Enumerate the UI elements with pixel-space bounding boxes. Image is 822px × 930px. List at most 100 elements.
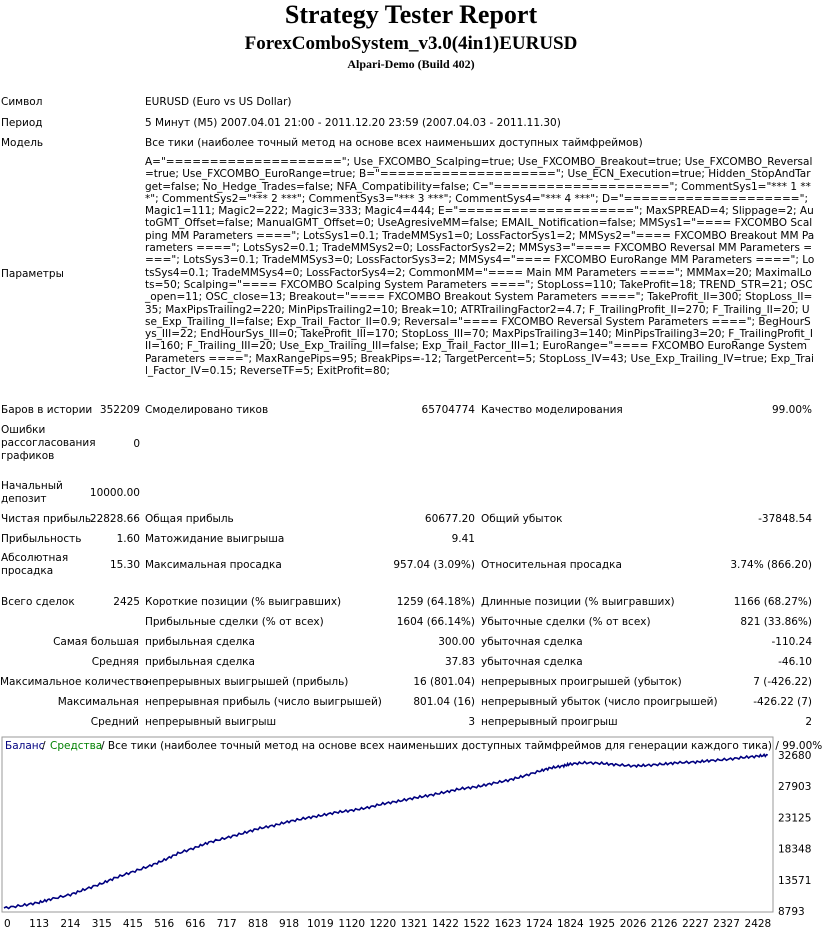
x-tick-label: 214: [60, 918, 80, 930]
reldd-value: 3.74% (866.20): [730, 559, 812, 571]
x-tick-label: 2026: [620, 918, 647, 930]
short-value: 1259 (64.18%): [396, 596, 475, 608]
maxcons-wins-label: непрерывных выигрышей (прибыль): [145, 676, 349, 688]
x-tick-label: 717: [217, 918, 237, 930]
x-tick-label: 1321: [401, 918, 428, 930]
x-tick-label: 2327: [713, 918, 740, 930]
maxcons-losses-label: непрерывных проигрышей (убыток): [481, 676, 682, 688]
x-tick-label: 1522: [463, 918, 490, 930]
quality-value: 99.00%: [771, 404, 812, 416]
bars-value: 352209: [99, 404, 140, 416]
avgcons-wins-value: 3: [468, 716, 475, 728]
short-label: Короткие позиции (% выигравших): [145, 596, 342, 608]
errors-label: Ошибки рассогласования графиков: [1, 424, 96, 462]
legend-description: / Все тики (наиболее точный метод на осн…: [101, 740, 822, 752]
legend-equity: Средства: [50, 740, 102, 752]
profit-trades-value: 1604 (66.14%): [396, 616, 475, 628]
largest-profit-label: прибыльная сделка: [145, 636, 255, 648]
y-tick-label: 8793: [778, 906, 805, 918]
largest-loss-value: -110.24: [771, 636, 812, 648]
maxcons-profit-value: 801.04 (16): [413, 696, 475, 708]
x-tick-label: 2126: [651, 918, 678, 930]
loss-trades-label: Убыточные сделки (% от всех): [481, 616, 651, 628]
long-label: Длинные позиции (% выигравших): [481, 596, 675, 608]
server-name: Alpari-Demo (Build 402): [347, 57, 475, 71]
x-tick-label: 0: [4, 918, 11, 930]
absdd-label: Абсолютная просадка: [1, 552, 69, 577]
legend-balance: Баланс: [5, 740, 45, 752]
expected-value: 9.41: [451, 533, 475, 545]
x-tick-label: 818: [248, 918, 268, 930]
deposit-label: Начальный депозит: [1, 480, 63, 505]
x-tick-label: 1925: [588, 918, 615, 930]
period-value: 5 Минут (M5) 2007.04.01 21:00 - 2011.12.…: [145, 117, 561, 129]
grossloss-value: -37848.54: [758, 513, 812, 525]
netprofit-value: 22828.66: [89, 513, 140, 525]
x-tick-label: 315: [92, 918, 112, 930]
average-profit-value: 37.83: [444, 656, 475, 668]
deposit-value: 10000.00: [89, 487, 140, 499]
params-label: Параметры: [1, 268, 64, 280]
params-value: A="===================="; Use_FXCOMBO_Sc…: [145, 156, 815, 378]
largest-loss-label: убыточная сделка: [481, 636, 583, 648]
grossprofit-value: 60677.20: [424, 513, 475, 525]
y-tick-label: 13571: [778, 875, 811, 887]
report-title: Strategy Tester Report: [284, 0, 538, 29]
x-tick-label: 1220: [369, 918, 396, 930]
y-tick-label: 32680: [778, 750, 811, 762]
loss-trades-value: 821 (33.86%): [740, 616, 812, 628]
average-loss-label: убыточная сделка: [481, 656, 583, 668]
x-tick-label: 1824: [557, 918, 584, 930]
x-tick-label: 2227: [682, 918, 709, 930]
maxcons-wins-value: 16 (801.04): [413, 676, 475, 688]
ticks-label: Смоделировано тиков: [145, 404, 269, 416]
avgcons-wins-label: непрерывный выигрыш: [145, 716, 277, 728]
ticks-value: 65704774: [421, 404, 475, 416]
average-loss-value: -46.10: [778, 656, 812, 668]
profit-trades-label: Прибыльные сделки (% от всех): [145, 616, 324, 628]
pf-label: Прибыльность: [1, 533, 82, 545]
bars-label: Баров в истории: [1, 404, 93, 416]
plot-frame: [1, 736, 774, 913]
balance-chart: Баланс / Средства / Все тики (наиболее т…: [0, 735, 822, 930]
x-tick-label: 918: [279, 918, 299, 930]
maxcons-profit-label: непрерывная прибыль (число выигрышей): [145, 696, 382, 708]
maxdd-label: Максимальная просадка: [145, 559, 282, 571]
grossprofit-label: Общая прибыль: [145, 513, 234, 525]
netprofit-label: Чистая прибыль: [1, 513, 92, 525]
avgcons-losses-label: непрерывный проигрыш: [481, 716, 618, 728]
x-tick-label: 113: [29, 918, 49, 930]
largest-label: Самая большая: [53, 636, 139, 648]
maxcount-label: Максимальное количество: [0, 676, 149, 688]
balance-line: [3, 753, 768, 910]
absdd-value: 15.30: [109, 559, 140, 571]
long-value: 1166 (68.27%): [733, 596, 812, 608]
model-label: Модель: [1, 137, 44, 149]
model-value: Все тики (наиболее точный метод на основ…: [145, 137, 643, 149]
y-tick-label: 18348: [778, 844, 811, 856]
errors-value: 0: [133, 438, 140, 450]
x-tick-label: 1724: [526, 918, 553, 930]
pf-value: 1.60: [116, 533, 140, 545]
x-tick-label: 616: [185, 918, 205, 930]
maxcons-loss-label: непрерывный убыток (число проигрышей): [481, 696, 718, 708]
reldd-label: Относительная просадка: [481, 559, 622, 571]
maxcons-loss-value: -426.22 (7): [753, 696, 812, 708]
x-tick-label: 415: [123, 918, 143, 930]
y-tick-label: 23125: [778, 812, 811, 824]
total-label: Всего сделок: [1, 596, 75, 608]
largest-profit-value: 300.00: [438, 636, 475, 648]
period-label: Период: [1, 117, 43, 129]
x-tick-label: 2428: [745, 918, 772, 930]
avgcons-label: Средний: [90, 716, 139, 728]
expert-name: ForexComboSystem_v3.0(4in1)EURUSD: [244, 33, 578, 54]
x-tick-label: 1120: [338, 918, 365, 930]
maxdd-value: 957.04 (3.09%): [393, 559, 475, 571]
symbol-label: Символ: [1, 96, 43, 108]
grossloss-label: Общий убыток: [481, 513, 563, 525]
maxcons-losses-value: 7 (-426.22): [753, 676, 812, 688]
legend-sep: /: [42, 740, 46, 752]
x-tick-label: 516: [154, 918, 174, 930]
avgcons-losses-value: 2: [805, 716, 812, 728]
x-tick-label: 1422: [432, 918, 459, 930]
